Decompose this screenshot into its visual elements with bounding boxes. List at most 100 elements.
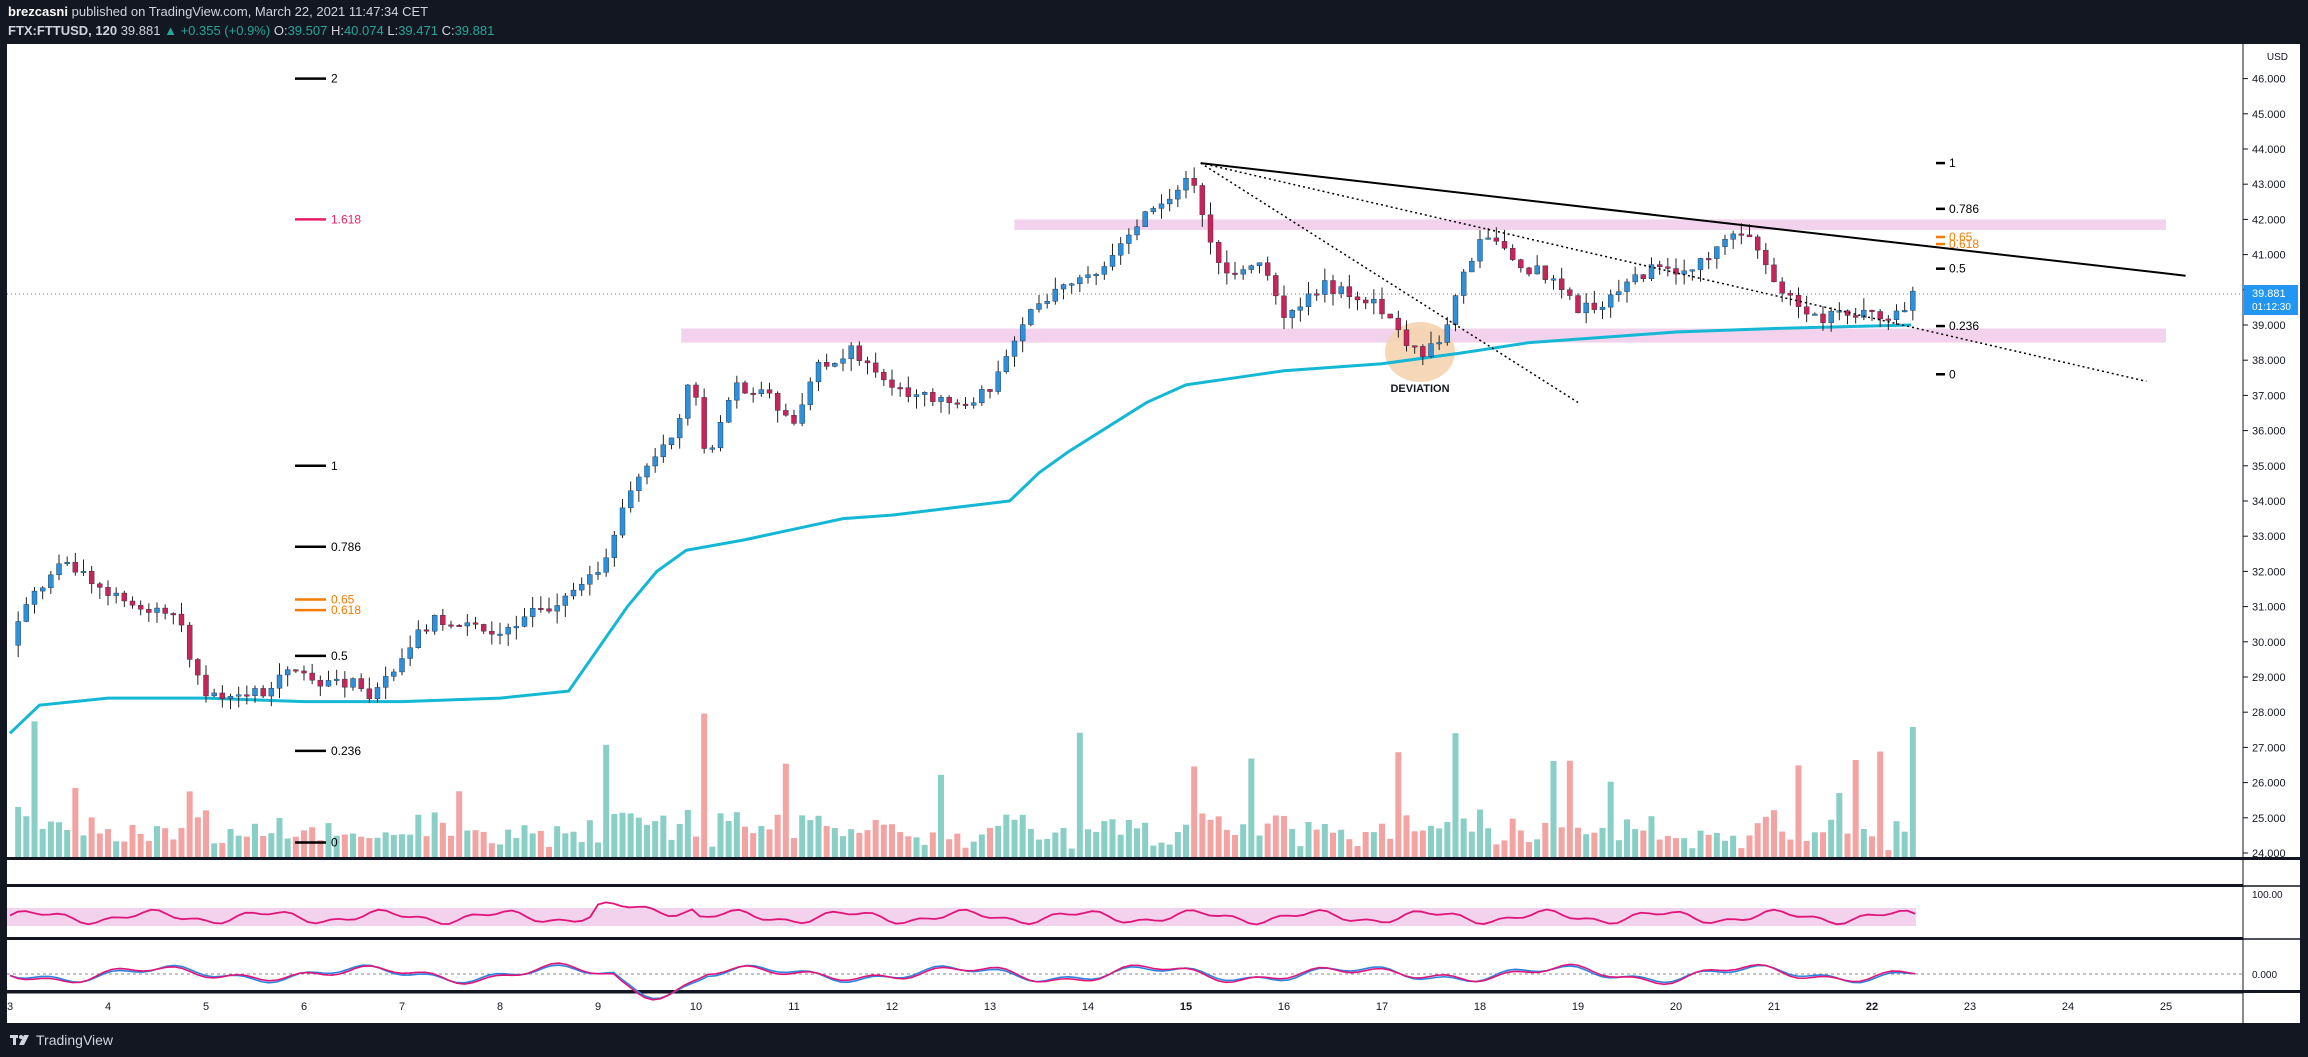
candle-body [1305,293,1312,308]
volume-bar [995,825,1002,857]
volume-bar [1493,844,1500,857]
publish-date: published on TradingView.com, March 22, … [71,4,429,19]
candle-body [1681,270,1687,275]
candle-body [56,563,62,576]
candle-body [350,678,356,688]
price-tick-label: 36.000 [2252,426,2286,438]
open-value: 39.507 [287,23,328,38]
candle-body [897,387,903,390]
volume-bar [96,833,103,857]
candle-body [1869,309,1875,312]
price-axis-background[interactable] [2243,44,2300,857]
volume-bar [1803,840,1810,857]
volume-bar [1117,834,1124,857]
volume-bar [1795,765,1802,857]
candle-body [554,605,560,612]
volume-bar [1313,829,1320,857]
candle-body [848,345,854,360]
volume-bar [782,763,789,857]
time-axis-background[interactable] [7,993,2243,1023]
empty-pane [7,860,2243,884]
volume-bar [880,824,887,857]
candle-body [1183,178,1189,191]
candle-body [791,415,797,424]
volume-bar [1019,814,1026,857]
price-tick-label: 31.000 [2252,602,2286,614]
oscillator-panes: 100.00 0.000 [7,858,2300,1001]
candle-body [39,587,46,592]
candle-body [1175,189,1181,200]
volume-bar [693,836,699,857]
date-tick-label: 4 [105,1001,111,1013]
volume-bar [72,787,79,857]
symbol-label[interactable]: FTX:FTTUSD, 120 [8,23,118,38]
candle-body [1877,311,1883,320]
date-tick-label: 3 [7,1001,13,1013]
candle-body [627,490,634,509]
candle-body [987,389,993,392]
candle-body [1599,306,1606,310]
candle-body [440,614,446,626]
volume-bar [1403,815,1410,857]
last-price-badge [2244,285,2298,316]
tradingview-logo-icon[interactable] [10,1033,30,1047]
candle-body [513,626,520,629]
volume-bar [374,837,381,857]
candle-body [162,607,168,614]
chart-background [7,44,2243,857]
volume-bar [1550,760,1557,857]
candle-body [1362,299,1369,304]
candle-body [1754,236,1761,251]
volume-bar [276,817,283,857]
tradingview-brand[interactable]: TradingView [36,1032,114,1048]
price-tick-label: 43.000 [2252,179,2286,191]
candle-body [1697,258,1704,270]
candle-body [1910,290,1916,311]
candle-body [1395,317,1402,330]
author-name[interactable]: brezcasni [8,4,68,19]
candle-body [587,574,593,585]
volume-bar [1648,816,1655,857]
candle-body [1616,291,1622,296]
volume-bar [1191,766,1198,857]
date-tick-label: 15 [1180,1001,1192,1013]
volume-bar [1093,831,1100,857]
price-tick-label: 26.000 [2252,778,2286,790]
volume-bar [1542,822,1549,857]
volume-bar [1713,833,1720,857]
volume-bar [252,823,258,857]
candle-body [823,362,830,367]
candle-body [1469,260,1475,273]
candle-body [178,613,185,626]
candle-body [342,678,348,688]
fibonacci-levels: 21.61810.7860.650.6180.50.236010.7860.65… [295,72,1979,849]
price-axis[interactable]: 24.000 25.000 26.000 27.000 28.000 29.000 30.0… [2242,44,2298,1023]
candle-body [930,392,936,402]
candle-body [1224,262,1230,274]
candle-body [407,647,413,659]
fib-right-label: 0.786 [1949,202,1979,216]
fib-right-label: 0.5 [1949,262,1966,276]
volume-bar [1673,838,1679,857]
candle-body [546,608,552,612]
candle-body [1861,309,1867,318]
candle-body [203,674,209,697]
volume-bar [570,831,577,857]
volume-bar [1321,823,1328,857]
candle-body [1656,264,1663,268]
volume-bar [390,834,397,857]
date-tick-label: 14 [1082,1001,1094,1013]
time-axis[interactable]: 3 4 5 6 7 8 9 10 11 12 13 14 15 16 17 18 19 20 21 22 23 24 25 [7,992,2243,1013]
volume-bar [23,816,30,857]
candle-body [1558,278,1565,290]
candle-body [1191,178,1197,186]
volume-bar [513,838,520,857]
candle-body [284,669,291,676]
volume-bar [1664,835,1671,857]
volume-bar [1436,828,1443,857]
candle-body [872,362,879,373]
candle-body [1109,255,1116,267]
candle-body [1207,214,1214,243]
volume-bar [1370,832,1377,857]
